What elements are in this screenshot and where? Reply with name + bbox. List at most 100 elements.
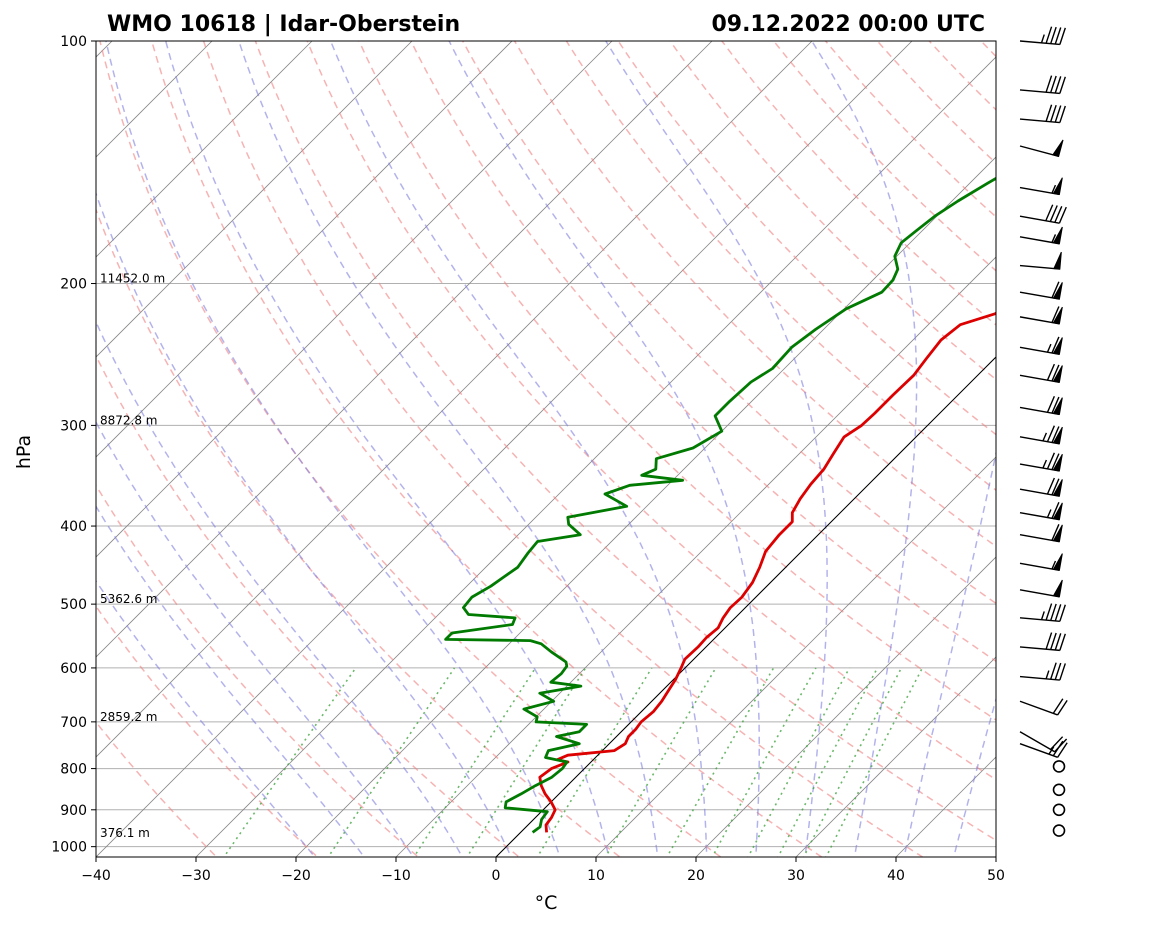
mixing-ratio-line [466,667,587,857]
moist-adiabat [105,41,561,857]
chart-title-station: WMO 10618 | Idar-Oberstein [107,12,460,37]
height-label: 11452.0 m [100,272,165,286]
wind-barb [1019,524,1063,543]
wind-barb [1052,824,1066,837]
height-label: 8872.8 m [100,413,158,427]
dry-adiabat [99,41,723,857]
height-label: 5362.6 m [100,592,158,606]
wind-barb [1019,698,1068,716]
moist-adiabat [96,191,513,857]
moist-adiabat [903,449,996,857]
dry-adiabat [96,604,319,857]
mixing-ratio-line [666,667,775,857]
moist-adiabat [605,41,828,857]
zero-isotherm-line [495,356,996,857]
dry-adiabat [980,41,996,58]
chart-title-time: 09.12.2022 00:00 UTC [711,12,985,37]
wind-barb [1019,26,1066,46]
wind-barb [1019,662,1066,681]
dewpoint-line [444,176,996,834]
y-tick-label: 200 [60,277,87,293]
dry-adiabat [617,41,996,436]
moist-adiabat [238,41,659,857]
x-tick-label: 40 [887,868,905,884]
mixing-ratio-line [825,667,924,857]
y-tick-label: 300 [60,418,87,434]
dry-adiabat [96,207,622,857]
isotherm-line [795,656,996,857]
mixing-ratio-line [536,667,653,857]
dry-adiabat [358,41,996,721]
wind-barb [1052,803,1066,817]
moist-adiabat [96,420,415,857]
y-tick-label: 800 [60,762,87,778]
wind-barb [1019,502,1063,521]
wind-barb [1019,452,1063,472]
height-label: 2859.2 m [100,710,158,724]
isotherm-line [195,56,996,857]
moist-adiabat [164,41,610,857]
x-tick-label: −40 [81,868,111,884]
dry-adiabat [462,41,996,605]
wind-barb [1019,281,1063,300]
moist-adiabat [1002,41,1160,864]
dry-adiabat [669,41,996,381]
dry-adiabat [96,484,420,857]
wind-barb [1019,104,1066,124]
dry-adiabat [513,41,996,548]
wind-barb [1019,251,1062,270]
isotherm-line [1089,34,1160,864]
isotherm-line [995,856,996,857]
height-labels: 11452.0 m 8872.8 m 5362.6 m 2859.2 m 376.1 m [100,272,165,840]
isotherm-line [695,556,996,857]
x-axis-label: °C [535,892,558,914]
wind-barb [1052,783,1066,797]
wind-barb [1019,425,1063,445]
wind-barb [1019,139,1064,158]
wind-barb [1019,553,1063,571]
x-tick-label: 30 [787,868,805,884]
mixing-ratio-line [747,667,851,857]
wind-barb [1019,177,1063,196]
wind-barb [1019,226,1063,245]
moist-adiabat [96,505,366,857]
mixing-ratio-line [222,667,357,857]
y-tick-label: 700 [60,715,87,731]
isotherm-line [96,41,313,258]
isotherm-line [96,41,613,558]
isotherm-line [895,756,996,857]
x-tick-label: 20 [687,868,705,884]
axis-ticks: −40 −30 −20 −10 0 10 20 30 40 50 100 200 300 400 500 60… [51,34,1005,884]
y-tick-label: 400 [60,519,87,535]
isotherm-line [96,41,413,358]
isotherm-line [96,41,713,658]
x-tick-label: −10 [381,868,411,884]
moist-adiabat [329,41,708,857]
x-tick-label: −30 [181,868,211,884]
y-axis-label: hPa [13,435,35,469]
wind-barbs [1019,26,1068,837]
mixing-ratio-line [413,667,537,857]
dry-adiabat [202,41,924,857]
moist-adiabat [448,41,761,857]
y-tick-label: 900 [60,803,87,819]
dry-adiabat [876,41,996,165]
isotherm-line [96,41,513,458]
wind-barb [1019,477,1063,497]
x-tick-label: −20 [281,868,311,884]
mixing-ratio-line [327,667,456,857]
wind-barb [1019,579,1063,598]
wind-barb [1019,395,1063,416]
dry-adiabat [254,41,996,842]
y-tick-label: 500 [60,597,87,613]
x-tick-label: 10 [587,868,605,884]
wind-barb [1052,760,1066,773]
isotherm-line [595,456,996,857]
wind-barb [1019,336,1063,355]
height-label: 376.1 m [100,826,150,840]
isotherm-line [96,41,913,857]
x-tick-label: 50 [987,868,1005,884]
isotherm-line [96,41,813,758]
x-tick-label: 0 [492,868,501,884]
dry-adiabat [773,41,996,272]
